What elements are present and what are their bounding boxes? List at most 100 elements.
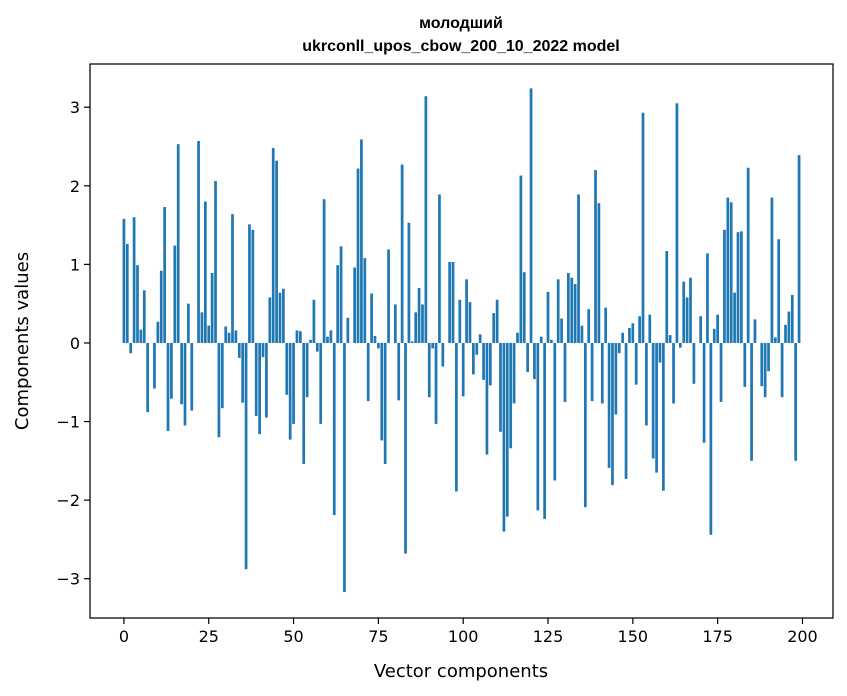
bar <box>441 342 445 367</box>
bar <box>767 342 770 372</box>
bar <box>142 290 146 343</box>
bar <box>156 321 160 343</box>
bar <box>438 194 441 343</box>
bar <box>621 332 625 343</box>
y-tick-label: −3 <box>56 570 80 589</box>
bar <box>159 270 163 343</box>
bar <box>275 160 278 343</box>
bar <box>448 262 451 343</box>
bar <box>309 339 312 343</box>
bar <box>770 197 774 343</box>
bar <box>393 304 397 343</box>
bars-group <box>122 88 801 593</box>
bar <box>502 342 506 532</box>
bar <box>672 342 675 404</box>
bar <box>472 342 475 375</box>
y-tick-label: −1 <box>56 413 80 432</box>
bar <box>760 342 764 387</box>
bar <box>678 342 682 348</box>
bar <box>550 339 553 343</box>
bar <box>183 342 187 426</box>
bar <box>723 229 726 343</box>
bar <box>220 342 224 409</box>
bar <box>122 218 126 343</box>
bar <box>543 342 546 519</box>
bar <box>190 342 194 411</box>
bar <box>509 342 513 449</box>
bar <box>282 288 285 343</box>
bar <box>692 342 696 384</box>
bar <box>570 277 574 343</box>
bar <box>488 342 492 386</box>
bar <box>614 342 618 415</box>
bar <box>617 342 621 354</box>
bar <box>580 325 584 343</box>
bar <box>495 299 499 343</box>
y-tick-label: 2 <box>70 177 80 196</box>
bar <box>512 342 516 404</box>
bar <box>339 246 343 343</box>
bar <box>224 326 228 343</box>
x-tick-label: 50 <box>283 627 303 646</box>
bar <box>180 342 183 405</box>
x-tick-label: 200 <box>787 627 818 646</box>
bar <box>383 342 387 464</box>
bar <box>587 309 591 343</box>
bar <box>187 303 190 343</box>
bar <box>298 331 302 343</box>
bar <box>203 201 207 343</box>
chart-subtitle: ukrconll_upos_cbow_200_10_2022 model <box>302 38 619 55</box>
bar <box>573 284 577 343</box>
bar <box>746 167 750 343</box>
bar <box>516 332 519 343</box>
bar <box>536 342 540 511</box>
bar <box>285 342 289 395</box>
y-axis-label: Components values <box>12 252 33 430</box>
bar <box>326 336 329 343</box>
bar <box>611 342 614 486</box>
bar <box>682 281 686 343</box>
bar <box>424 96 428 343</box>
bar <box>397 342 401 401</box>
bar <box>648 314 652 343</box>
plot-frame <box>89 63 834 619</box>
bar <box>533 342 536 380</box>
y-tick-label: −2 <box>56 491 80 510</box>
bar <box>254 342 258 417</box>
bar <box>600 342 604 404</box>
bar <box>173 245 177 343</box>
bar <box>702 342 706 443</box>
bar <box>129 342 133 354</box>
bar <box>332 342 336 516</box>
bar <box>312 299 316 343</box>
bar <box>522 272 526 343</box>
bar <box>407 222 411 343</box>
bar <box>336 265 340 343</box>
bar <box>343 342 346 593</box>
bar <box>685 297 689 343</box>
bar <box>400 164 404 343</box>
bar <box>689 277 692 343</box>
bar <box>638 316 641 343</box>
bar <box>784 324 787 343</box>
bar <box>753 319 757 343</box>
bar <box>641 112 645 343</box>
x-tick-label: 100 <box>448 627 479 646</box>
bar <box>556 279 560 343</box>
bar <box>668 335 672 343</box>
bar <box>271 148 275 343</box>
bar <box>163 207 166 343</box>
bar <box>305 342 309 398</box>
bar <box>319 342 323 424</box>
bar <box>227 332 231 343</box>
bar <box>539 336 543 343</box>
bar <box>410 341 414 343</box>
bar <box>604 307 608 343</box>
bar <box>248 224 251 343</box>
bar <box>655 342 658 473</box>
bar <box>261 342 265 358</box>
bar <box>241 342 245 403</box>
bar <box>455 342 458 492</box>
bar <box>740 231 743 343</box>
